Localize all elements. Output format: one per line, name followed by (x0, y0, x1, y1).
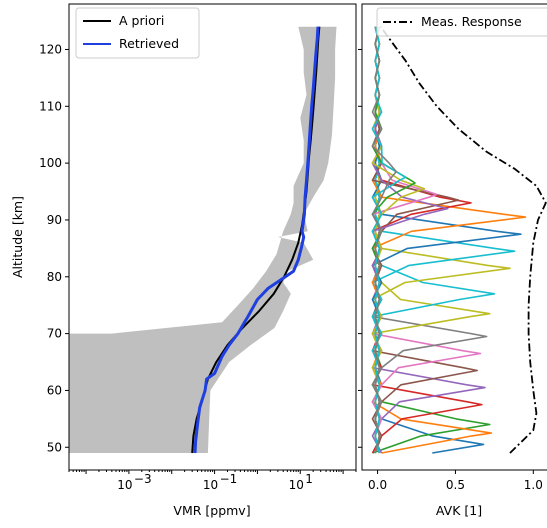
avk-kernel-line (371, 26, 483, 454)
right-legend-box (376, 7, 547, 37)
right-x-ticks: 0.0 0.5 1.0 (368, 470, 543, 492)
avk-kernel-line (371, 26, 438, 454)
left-y-axis-label: Altitude [km] (10, 196, 25, 278)
left-y-tick-label: 60 (47, 383, 62, 397)
left-legend: A priori Retrieved (75, 7, 200, 59)
avk-kernel-line (371, 26, 472, 454)
left-x-tick-label: 10 (289, 478, 304, 492)
left-y-tick-label: 70 (47, 327, 62, 341)
left-y-tick-label: 110 (39, 99, 62, 113)
meas-response-line (379, 26, 547, 454)
avk-kernel-line (371, 26, 486, 454)
legend-label-apriori: A priori (119, 13, 164, 28)
avk-kernel-line (371, 26, 485, 454)
right-y-ticks (358, 48, 362, 448)
left-x-tick-label-exponent: 1 (305, 472, 313, 486)
left-x-axis-label: VMR [ppmv] (173, 503, 250, 518)
avk-kernel-line (371, 26, 479, 454)
left-y-tick-label: 120 (39, 42, 62, 56)
avk-kernel-line (371, 26, 398, 454)
retrieved-line (193, 26, 320, 454)
left-x-tick-label-exponent: −3 (134, 472, 152, 486)
right-plot-area (371, 26, 547, 454)
left-x-tick-label-exponent: −1 (220, 472, 238, 486)
left-plot-area (69, 26, 337, 454)
left-y-tick-label: 50 (47, 440, 62, 454)
right-x-tick-label: 1.0 (524, 478, 543, 492)
right-x-tick-label: 0.5 (446, 478, 465, 492)
left-y-tick-label: 100 (39, 156, 62, 170)
left-x-tick-label: 10 (117, 478, 132, 492)
left-y-tick-label: 80 (47, 270, 62, 284)
right-legend: Meas. Response (376, 7, 547, 37)
legend-label-retrieved: Retrieved (119, 36, 179, 51)
right-axes-frame (361, 3, 547, 471)
right-panel: 0.0 0.5 1.0 AVK [1] Meas. Response (358, 3, 547, 518)
left-x-ticks: 10 −3 10 −1 10 1 (68, 470, 357, 492)
right-x-axis-label: AVK [1] (436, 503, 482, 518)
avk-kernel-line (371, 26, 460, 454)
left-x-tick-label: 10 (203, 478, 218, 492)
avk-kernel-line (371, 26, 482, 454)
uncertainty-band (69, 26, 337, 453)
left-y-tick-label: 90 (47, 213, 62, 227)
right-x-tick-label: 0.0 (368, 478, 387, 492)
left-y-ticks: 50 60 70 80 90 100 110 120 (39, 42, 69, 454)
legend-label-meas-response: Meas. Response (421, 14, 522, 29)
